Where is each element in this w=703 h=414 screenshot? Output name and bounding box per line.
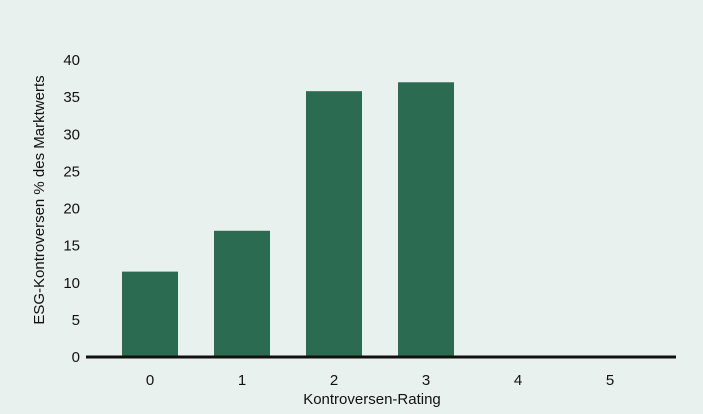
y-axis-label: ESG-Kontroversen % des Marktwerts [31, 75, 48, 324]
y-axis-ticks: 0 5 10 15 20 25 30 35 40 [63, 52, 80, 366]
x-axis-ticks: 0 1 2 3 4 5 [146, 372, 614, 389]
y-tick-label: 25 [63, 163, 80, 180]
bar-2 [306, 91, 362, 357]
y-tick-label: 5 [72, 312, 80, 329]
bar-0 [122, 271, 178, 357]
y-tick-label: 40 [63, 52, 80, 69]
y-tick-label: 20 [63, 201, 80, 218]
x-axis-label: Kontroversen-Rating [303, 391, 441, 408]
bar-3 [398, 82, 454, 358]
x-tick-label: 1 [238, 372, 246, 389]
x-tick-label: 2 [330, 372, 338, 389]
bars-group [122, 82, 454, 358]
y-tick-label: 35 [63, 89, 80, 106]
y-tick-label: 10 [63, 275, 80, 292]
bar-1 [214, 230, 270, 357]
x-tick-label: 0 [146, 372, 154, 389]
x-tick-label: 4 [514, 372, 522, 389]
y-tick-label: 30 [63, 126, 80, 143]
x-tick-label: 3 [422, 372, 430, 389]
y-tick-label: 0 [72, 349, 80, 366]
y-tick-label: 15 [63, 238, 80, 255]
x-tick-label: 5 [606, 372, 614, 389]
